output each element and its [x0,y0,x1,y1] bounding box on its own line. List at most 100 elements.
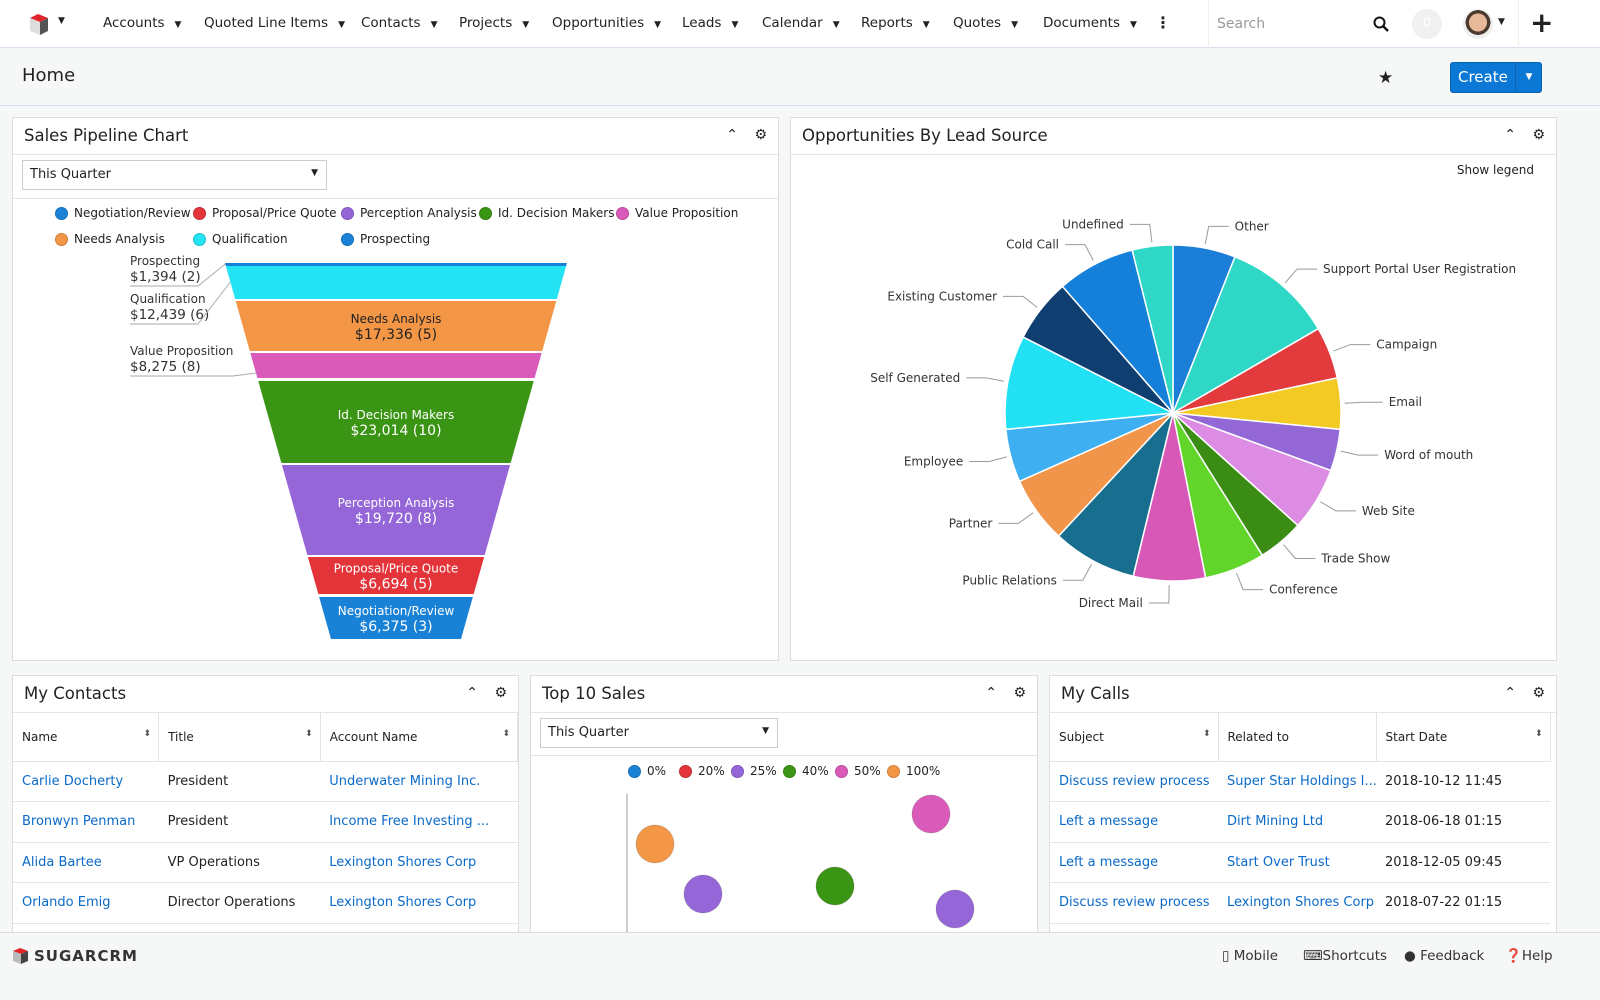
create-button[interactable]: Create [1458,68,1508,86]
sort-icon[interactable]: ⬍ [1534,729,1543,739]
nav-item-reports[interactable]: Reports ▼ [861,15,930,31]
cell-link[interactable]: Dirt Mining Ltd [1227,814,1324,830]
collapse-icon[interactable]: ⌃ [1504,127,1516,143]
legend-item[interactable]: 0% [628,764,666,778]
column-header[interactable]: Account Name ⬍ [320,713,518,762]
user-avatar[interactable] [1463,9,1493,39]
legend-item[interactable]: 25% [731,764,777,778]
nav-item-leads[interactable]: Leads ▼ [682,15,739,31]
create-dropdown-chevron-icon[interactable]: ▼ [1515,63,1542,92]
legend-item[interactable]: 50% [835,764,881,778]
shortcuts-link[interactable]: ⌨Shortcuts [1303,948,1388,964]
cell-link[interactable]: Discuss review process [1059,773,1210,789]
quick-create-plus-icon[interactable]: + [1530,6,1554,39]
nav-item-calendar[interactable]: Calendar ▼ [762,15,840,31]
cell-link[interactable]: Left a message [1059,854,1159,870]
cell-link[interactable]: Lexington Shores Corp [1227,895,1375,911]
notifications-badge[interactable]: 0 [1412,9,1442,39]
nav-item-opportunities[interactable]: Opportunities ▼ [552,15,662,31]
gear-icon[interactable]: ⚙ [1532,127,1545,143]
collapse-icon[interactable]: ⌃ [726,127,738,143]
funnel-segment[interactable] [225,266,567,299]
pie-slice[interactable] [1171,255,1320,415]
legend-item[interactable]: Perception Analysis [341,206,477,220]
pie-slice[interactable] [1004,336,1176,431]
sort-icon[interactable]: ⬍ [143,729,152,739]
funnel-segment[interactable] [307,557,485,594]
chevron-down-icon: ▼ [922,20,930,30]
bubble-point[interactable] [815,866,855,906]
cell-link[interactable]: Start Over Trust [1227,854,1330,870]
sugar-logo-menu[interactable]: ▼ [28,12,72,36]
legend-item[interactable]: Needs Analysis [55,232,165,246]
cell-link[interactable]: Carlie Docherty [22,773,124,789]
gear-icon[interactable]: ⚙ [1532,685,1545,701]
cell-link[interactable]: Bronwyn Penman [22,814,136,830]
collapse-icon[interactable]: ⌃ [466,685,478,701]
legend-item[interactable]: Prospecting [341,232,430,246]
sort-icon[interactable]: ⬍ [1202,729,1211,739]
funnel-segment[interactable] [281,465,511,555]
pie-label: Self Generated [870,371,960,385]
nav-item-quotes[interactable]: Quotes ▼ [953,15,1018,31]
legend-item[interactable]: Qualification [193,232,288,246]
leader-line [966,377,1005,382]
nav-item-contacts[interactable]: Contacts ▼ [361,15,438,31]
nav-item-quoted-line-items[interactable]: Quoted Line Items ▼ [204,15,346,31]
funnel-segment[interactable] [319,597,473,639]
cell-link[interactable]: Lexington Shores Corp [329,895,477,911]
show-legend-link[interactable]: Show legend [1456,163,1534,177]
column-header[interactable]: Title ⬍ [158,713,321,762]
cell-link[interactable]: Income Free Investing ... [329,814,490,830]
funnel-segment[interactable] [258,381,534,463]
column-header[interactable]: Subject ⬍ [1050,713,1219,762]
cell-link[interactable]: Alida Bartee [22,854,102,870]
funnel-segment[interactable] [225,263,567,266]
nav-item-projects[interactable]: Projects ▼ [459,15,530,31]
cell-link[interactable]: Lexington Shores Corp [329,854,477,870]
help-link[interactable]: ❓Help [1505,948,1553,964]
gear-icon[interactable]: ⚙ [754,127,767,143]
legend-item[interactable]: Value Proposition [616,206,738,220]
chevron-down-icon[interactable]: ▼ [1498,17,1505,27]
mobile-link[interactable]: ▯ Mobile [1222,948,1279,964]
bubble-point[interactable] [683,874,723,914]
cell-link[interactable]: Orlando Emig [22,895,111,911]
nav-item-documents[interactable]: Documents ▼ [1043,15,1137,31]
bubble-point[interactable] [911,794,951,834]
search-icon[interactable] [1373,16,1389,32]
column-header[interactable]: Name ⬍ [13,713,160,762]
legend-item[interactable]: Proposal/Price Quote [193,206,337,220]
column-header[interactable]: Related to [1218,713,1377,762]
cell-link[interactable]: Underwater Mining Inc. [329,773,481,789]
cell-link[interactable]: Discuss review process [1059,895,1210,911]
gear-icon[interactable]: ⚙ [1013,685,1026,701]
collapse-icon[interactable]: ⌃ [1504,685,1516,701]
legend-item[interactable]: 40% [783,764,829,778]
favorite-star-icon[interactable]: ★ [1378,68,1394,88]
time-period-select[interactable]: This Quarter ▼ [22,160,327,190]
gear-icon[interactable]: ⚙ [494,685,507,701]
time-period-select[interactable]: This Quarter ▼ [540,718,778,748]
legend-item[interactable]: Negotiation/Review [55,206,191,220]
collapse-icon[interactable]: ⌃ [985,685,997,701]
sort-icon[interactable]: ⬍ [305,729,313,739]
legend-item[interactable]: Id. Decision Makers [479,206,614,220]
funnel-label: Perception Analysis [338,496,455,510]
cell-link[interactable]: Super Star Holdings I... [1227,773,1376,789]
bubble-point[interactable] [635,824,675,864]
pie-slice[interactable] [1131,244,1174,414]
feedback-link[interactable]: ● Feedback [1404,948,1485,964]
funnel-segment[interactable] [250,353,542,378]
bubble-point[interactable] [935,889,975,929]
funnel-outside-label: Prospecting [130,254,200,268]
cell-link[interactable]: Left a message [1059,814,1159,830]
legend-item[interactable]: 20% [679,764,725,778]
search-input[interactable]: Search [1208,0,1412,48]
legend-item[interactable]: 100% [887,764,940,778]
funnel-segment[interactable] [235,301,557,351]
column-header[interactable]: Start Date ⬍ [1376,713,1551,762]
nav-item-accounts[interactable]: Accounts ▼ [103,15,182,31]
sort-icon[interactable]: ⬍ [502,729,510,739]
more-menu-icon[interactable]: ⋮ [1155,13,1171,32]
